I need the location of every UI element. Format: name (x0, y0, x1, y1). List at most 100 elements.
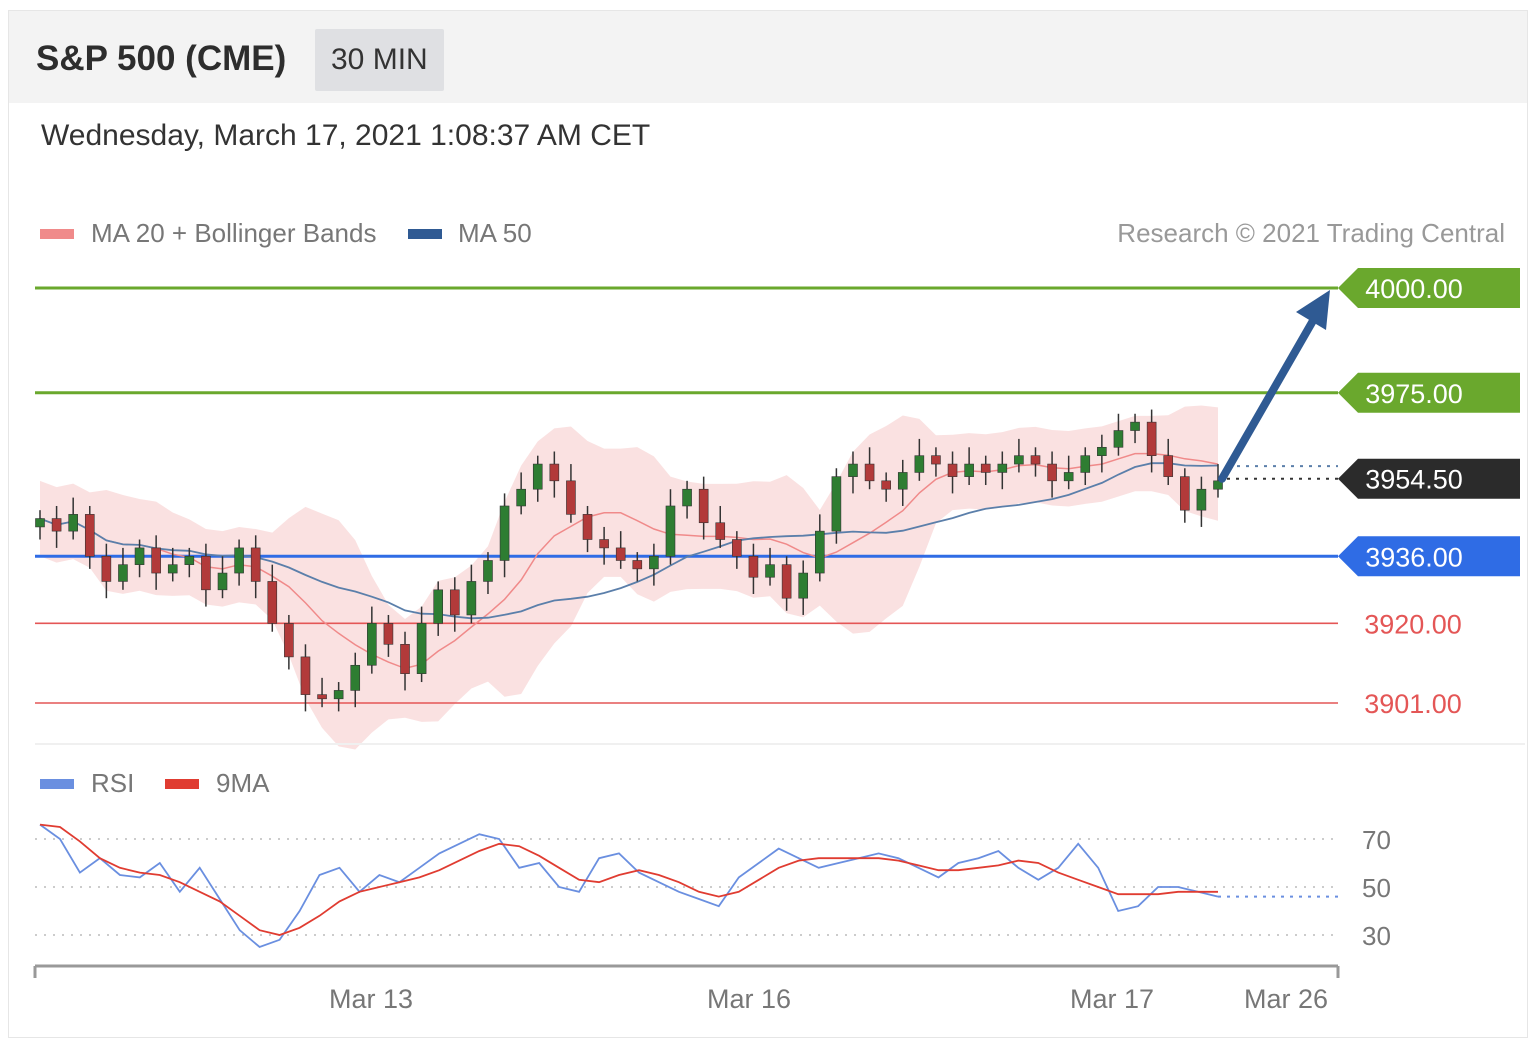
candle-body (848, 463, 858, 477)
candle-body (1047, 463, 1057, 482)
candle-body (1030, 455, 1041, 465)
candle-body (566, 480, 576, 515)
candle-body (715, 522, 726, 540)
candle-body (483, 560, 493, 582)
candle-body (698, 488, 709, 524)
candle-body (184, 555, 195, 565)
candle-body (897, 472, 908, 490)
rsi-tick-50: 50 (1362, 873, 1391, 903)
x-tick-mar-16: Mar 16 (707, 984, 791, 1014)
chart-header: S&P 500 (CME) 30 MIN (9, 11, 1527, 103)
candle-body (68, 514, 78, 532)
candle-body (234, 547, 244, 574)
level-badge-3936.00 (1338, 536, 1520, 577)
price-plot: 4000.00 3975.00 3954.50 3936.00 3920.00 3901.… (35, 268, 1520, 750)
level-badge-4000.00 (1338, 268, 1520, 308)
rsi-ma-legend-label: 9MA (216, 768, 270, 798)
candle-body (167, 564, 178, 574)
candle-body (864, 463, 875, 482)
level-label-3975.00: 3975.00 (1365, 379, 1463, 409)
candle-body (466, 581, 477, 616)
candle-body (632, 560, 643, 570)
level-label-3936.00: 3936.00 (1365, 542, 1463, 572)
candle-body (1196, 488, 1207, 511)
candle-body (84, 514, 95, 557)
candle-body (947, 463, 958, 477)
chart-card: S&P 500 (CME) 30 MIN Wednesday, March 17… (8, 10, 1528, 1038)
level-label-3954.50: 3954.50 (1365, 465, 1463, 495)
candle-body (250, 547, 261, 582)
instrument-title: S&P 500 (CME) (36, 39, 287, 78)
level-label-4000.00: 4000.00 (1365, 274, 1463, 304)
candle-body (1213, 480, 1223, 490)
timestamp: Wednesday, March 17, 2021 1:08:37 AM CET (41, 119, 651, 152)
candle-body (350, 664, 361, 691)
candle-body (815, 530, 825, 574)
candle-body (914, 455, 925, 473)
candle-body (217, 572, 228, 591)
forecast-arrow-shaft (1218, 308, 1322, 483)
forecast-arrow-head (1296, 290, 1330, 330)
candle-body (964, 463, 974, 477)
candle-body (433, 589, 443, 624)
level-label-3901.00: 3901.00 (1364, 689, 1462, 719)
candle-body (1063, 472, 1074, 482)
candle-body (317, 694, 327, 700)
candle-body (118, 564, 128, 582)
candle-body (980, 463, 991, 473)
candle-body (997, 463, 1008, 473)
candle-body (383, 623, 394, 645)
x-tick-mar-17: Mar 17 (1070, 984, 1154, 1014)
rsi-line (39, 823, 1219, 949)
interval-badge[interactable]: 30 MIN (315, 29, 444, 91)
candle-body (1163, 455, 1174, 477)
candle-body (416, 623, 427, 674)
candle-body (400, 644, 410, 674)
candle-body (615, 547, 626, 561)
rsi-ma-legend-swatch (165, 779, 199, 789)
candle-body (499, 505, 510, 561)
candle-body (1146, 421, 1157, 456)
candle-body (732, 539, 742, 557)
ma50-legend-swatch (408, 229, 442, 239)
candle-body (1180, 476, 1190, 511)
candle-body (35, 518, 45, 528)
candle-body (599, 539, 609, 549)
candle-body (765, 564, 775, 578)
candle-body (1130, 421, 1140, 431)
candle-body (649, 555, 659, 570)
rsi-legend-swatch (40, 779, 74, 789)
candle-body (1080, 455, 1091, 473)
level-badge-3975.00 (1338, 372, 1520, 413)
candle-body (931, 455, 941, 465)
candle-body (665, 505, 676, 557)
bollinger-band (40, 405, 1218, 750)
candle-body (201, 555, 211, 591)
rsi-legend-label: RSI (91, 768, 134, 798)
x-tick-mar-13: Mar 13 (329, 984, 413, 1014)
candle-body (449, 589, 460, 616)
candle-body (748, 555, 759, 578)
rsi-ma-line (39, 823, 1218, 936)
level-badge-3954.50 (1338, 458, 1520, 499)
ma50-legend-label: MA 50 (458, 218, 532, 248)
candle-body (682, 488, 692, 507)
candle-body (582, 514, 593, 540)
candle-body (831, 476, 842, 532)
candle-body (333, 690, 344, 700)
candle-body (1113, 430, 1124, 448)
ma20-legend-swatch (40, 229, 74, 239)
candle-body (134, 547, 145, 565)
ma20-legend-label: MA 20 + Bollinger Bands (91, 218, 376, 248)
candle-body (151, 547, 161, 574)
candle-body (51, 518, 62, 532)
candle-body (549, 463, 560, 482)
candle-body (267, 581, 278, 624)
x-tick-mar-26: Mar 26 (1244, 984, 1328, 1014)
candle-body (1014, 455, 1024, 465)
candle-body (532, 463, 543, 490)
candle-body (781, 564, 792, 599)
candle-body (1097, 446, 1107, 456)
copyright-text: Research © 2021 Trading Central (1117, 218, 1505, 248)
candle-body (101, 555, 112, 582)
